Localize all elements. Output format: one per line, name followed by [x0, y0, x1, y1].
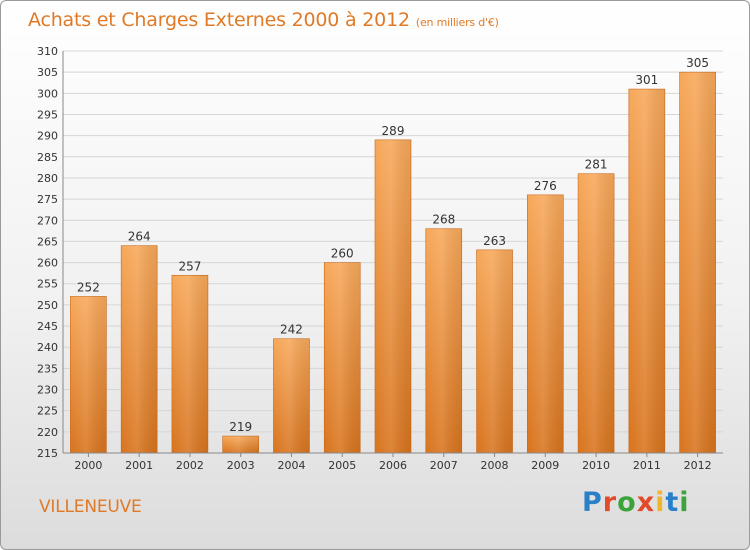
data-label-2001: 264: [128, 230, 151, 244]
data-label-2012: 305: [686, 56, 709, 70]
logo-letter: o: [617, 487, 637, 518]
data-label-2000: 252: [77, 280, 100, 294]
bar-sheen-2005: [324, 262, 361, 453]
bar-sheen-2002: [171, 275, 208, 453]
bars-layer: [70, 71, 716, 454]
y-tick-label: 245: [37, 320, 58, 333]
data-label-2009: 276: [534, 179, 557, 193]
y-tick-label: 270: [37, 214, 58, 227]
x-tick-label-2004: 2004: [277, 459, 305, 472]
y-tick-label: 305: [37, 66, 58, 79]
bar-sheen-2000: [70, 296, 107, 453]
axis-layer: 215 220 225 230 235 240 245 250 255 260 265 270 275 2…: [37, 45, 723, 472]
bar-sheen-2008: [476, 249, 513, 453]
logo-letter: i: [679, 487, 690, 518]
logo-letter: i: [655, 487, 666, 518]
logo-letter: x: [636, 487, 656, 518]
chart-title: Achats et Charges Externes 2000 à 2012 (e…: [28, 9, 499, 31]
city-name: VILLENEUVE: [39, 497, 142, 517]
y-tick-label: 215: [37, 447, 58, 460]
y-tick-label: 230: [37, 384, 58, 397]
y-tick-label: 220: [37, 426, 58, 439]
data-label-2010: 281: [585, 158, 608, 172]
data-label-2005: 260: [331, 247, 354, 261]
x-tick-label-2001: 2001: [125, 459, 153, 472]
y-tick-label: 285: [37, 151, 58, 164]
data-label-2006: 289: [382, 124, 405, 138]
y-tick-label: 260: [37, 257, 58, 270]
x-tick-label-2005: 2005: [328, 459, 356, 472]
data-label-2003: 219: [229, 420, 252, 434]
x-tick-label-2006: 2006: [379, 459, 407, 472]
y-tick-label: 280: [37, 172, 58, 185]
bar-sheen-2003: [222, 436, 259, 453]
data-label-2008: 263: [483, 234, 506, 248]
x-tick-label-2007: 2007: [430, 459, 458, 472]
y-tick-label: 300: [37, 87, 58, 100]
x-tick-label-2011: 2011: [633, 459, 661, 472]
y-tick-label: 235: [37, 362, 58, 375]
y-tick-label: 240: [37, 341, 58, 354]
x-tick-label-2000: 2000: [74, 459, 102, 472]
proxiti-logo: Proxiti: [582, 487, 690, 518]
bar-sheen-2006: [375, 139, 411, 453]
bar-sheen-2011: [628, 89, 665, 453]
y-tick-label: 255: [37, 278, 58, 291]
logo-letter: P: [582, 487, 603, 518]
x-tick-label-2002: 2002: [176, 459, 204, 472]
bar-sheen-2007: [425, 228, 462, 453]
bar-sheen-2004: [273, 338, 310, 453]
bar-sheen-2010: [578, 173, 615, 453]
y-tick-label: 295: [37, 108, 58, 121]
x-tick-label-2008: 2008: [481, 459, 509, 472]
bar-sheen-2012: [679, 72, 716, 453]
x-tick-label-2012: 2012: [684, 459, 712, 472]
x-tick-label-2003: 2003: [227, 459, 255, 472]
data-label-2002: 257: [178, 259, 201, 273]
y-tick-label: 225: [37, 405, 58, 418]
y-tick-label: 290: [37, 130, 58, 143]
x-tick-label-2010: 2010: [582, 459, 610, 472]
x-tick-label-2009: 2009: [531, 459, 559, 472]
y-tick-label: 310: [37, 45, 58, 58]
logo-letter: r: [602, 487, 618, 518]
data-label-2011: 301: [635, 73, 658, 87]
y-tick-label: 250: [37, 299, 58, 312]
y-tick-label: 265: [37, 235, 58, 248]
chart-title-text: Achats et Charges Externes 2000 à 2012: [28, 9, 410, 31]
bar-sheen-2009: [527, 194, 564, 453]
chart-subtitle: (en milliers d'€): [415, 16, 499, 29]
data-label-2004: 242: [280, 323, 303, 337]
logo-letter: t: [665, 487, 680, 518]
bar-sheen-2001: [121, 245, 158, 453]
data-label-2007: 268: [432, 213, 455, 227]
y-tick-label: 275: [37, 193, 58, 206]
labels-layer: 252 264 257 219 242 260 289 268 263 276 281 301 305: [77, 56, 709, 434]
